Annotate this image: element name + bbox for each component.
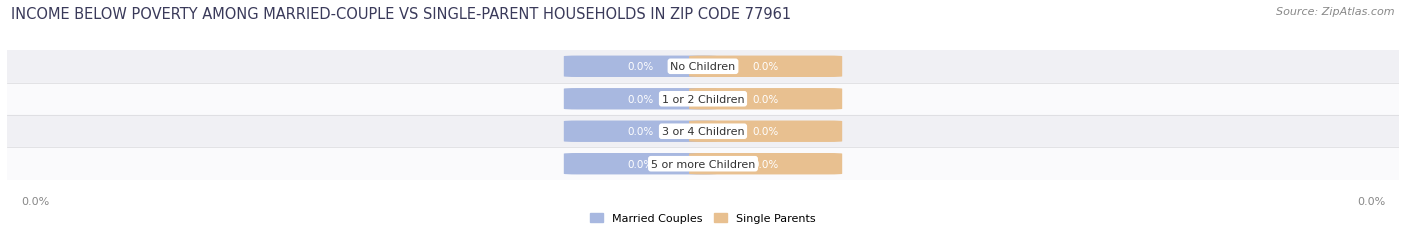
Text: 0.0%: 0.0% <box>752 94 779 104</box>
FancyBboxPatch shape <box>564 121 717 142</box>
Legend: Married Couples, Single Parents: Married Couples, Single Parents <box>586 209 820 228</box>
Text: Source: ZipAtlas.com: Source: ZipAtlas.com <box>1277 7 1395 17</box>
Text: 0.0%: 0.0% <box>627 127 654 137</box>
FancyBboxPatch shape <box>564 56 717 78</box>
Text: 0.0%: 0.0% <box>1357 196 1385 206</box>
FancyBboxPatch shape <box>564 153 717 175</box>
Bar <box>7 116 1399 148</box>
Bar <box>7 83 1399 116</box>
Text: 5 or more Children: 5 or more Children <box>651 159 755 169</box>
FancyBboxPatch shape <box>689 153 842 175</box>
FancyBboxPatch shape <box>689 121 842 142</box>
Text: 3 or 4 Children: 3 or 4 Children <box>662 127 744 137</box>
Bar <box>7 148 1399 180</box>
FancyBboxPatch shape <box>689 56 842 78</box>
Text: INCOME BELOW POVERTY AMONG MARRIED-COUPLE VS SINGLE-PARENT HOUSEHOLDS IN ZIP COD: INCOME BELOW POVERTY AMONG MARRIED-COUPL… <box>11 7 792 22</box>
Text: 0.0%: 0.0% <box>752 62 779 72</box>
Text: 0.0%: 0.0% <box>752 127 779 137</box>
FancyBboxPatch shape <box>564 89 717 110</box>
FancyBboxPatch shape <box>689 89 842 110</box>
Text: 0.0%: 0.0% <box>627 94 654 104</box>
Text: 0.0%: 0.0% <box>627 159 654 169</box>
Text: 0.0%: 0.0% <box>21 196 49 206</box>
Text: 1 or 2 Children: 1 or 2 Children <box>662 94 744 104</box>
Text: 0.0%: 0.0% <box>752 159 779 169</box>
Bar <box>7 51 1399 83</box>
Text: 0.0%: 0.0% <box>627 62 654 72</box>
Text: No Children: No Children <box>671 62 735 72</box>
